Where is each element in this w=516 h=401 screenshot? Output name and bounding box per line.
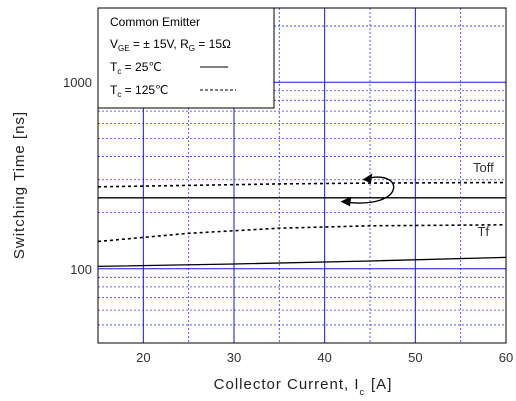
- legend-125c: Tc = 125℃: [110, 83, 169, 99]
- series-layer: [97, 181, 507, 268]
- legend-title: Common Emitter: [110, 15, 200, 29]
- temperature-arrow: [340, 173, 395, 207]
- y-tick-label: 100: [70, 262, 92, 277]
- x-tick-label: 60: [499, 350, 513, 365]
- y-tick-label: 1000: [63, 75, 92, 90]
- x-tick-label: 20: [136, 350, 150, 365]
- arrow-curve: [341, 176, 395, 204]
- x-axis-title: Collector Current, Ic [A]: [214, 376, 393, 397]
- curve-label-tf: Tf: [478, 224, 490, 239]
- series-toff-125c: [97, 181, 507, 188]
- x-tick-label: 40: [317, 350, 331, 365]
- y-axis-title: Switching Time [ns]: [11, 111, 28, 259]
- series-tf-125c: [97, 224, 507, 243]
- x-tick-label: 30: [227, 350, 241, 365]
- series-tf-25c: [97, 256, 507, 268]
- arrow-head-top: [362, 173, 373, 184]
- legend-box: Common Emitter VGE = ± 15V, RG = 15Ω Tc …: [97, 7, 275, 109]
- arrow-head-bottom: [340, 196, 352, 207]
- legend-25c: Tc = 25℃: [110, 60, 162, 76]
- tick-labels: 20 30 40 50 60 100 1000: [63, 75, 513, 365]
- plot-frame: [97, 7, 507, 344]
- curve-label-toff: Toff: [473, 160, 494, 175]
- legend-conditions: VGE = ± 15V, RG = 15Ω: [110, 37, 231, 53]
- x-tick-label: 50: [408, 350, 422, 365]
